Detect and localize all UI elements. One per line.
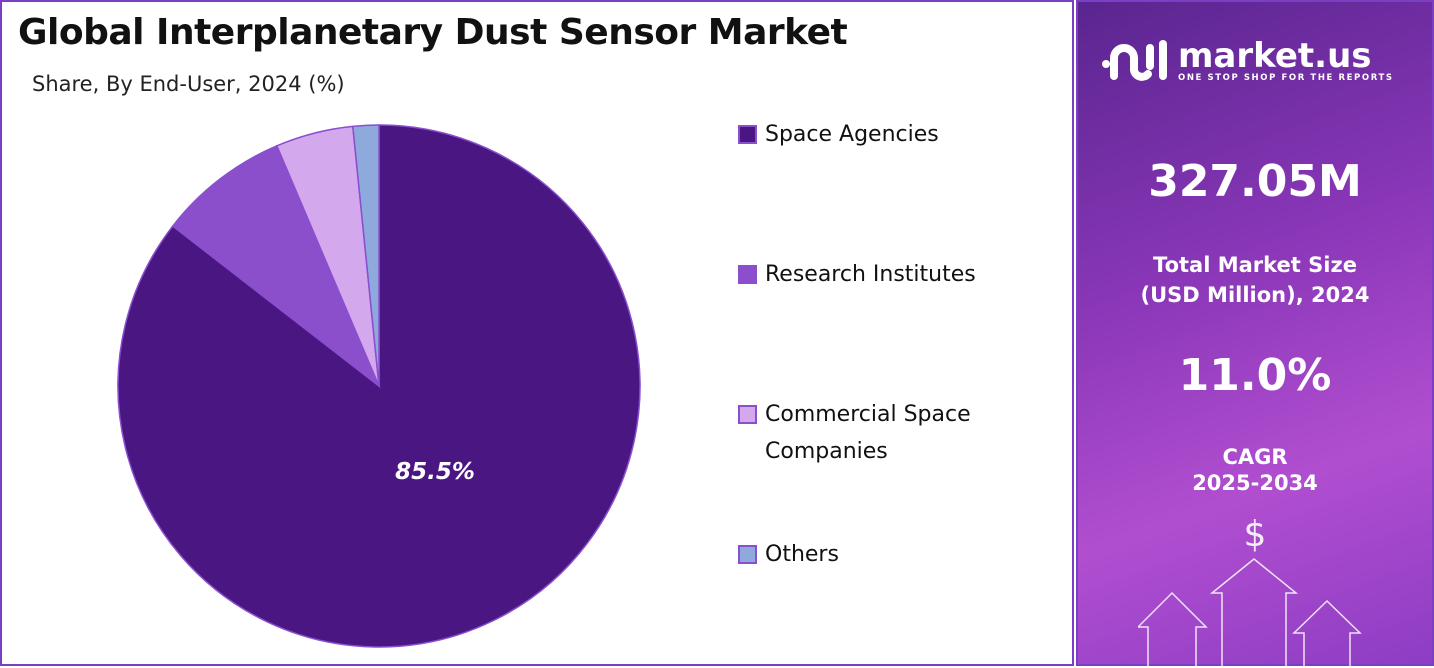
legend-item: Research Institutes	[738, 256, 976, 293]
pie-chart: 85.5%	[117, 124, 641, 648]
market-size-label-1: Total Market Size	[1153, 253, 1357, 277]
legend-swatch	[738, 125, 757, 144]
chart-subtitle: Share, By End-User, 2024 (%)	[32, 72, 345, 96]
pie-slice-others	[351, 124, 380, 387]
pie-slice-research-institutes	[171, 144, 381, 389]
legend-item: Commercial Space Companies	[738, 396, 971, 470]
cagr-value: 11.0%	[1178, 350, 1332, 401]
market-size-label-2: (USD Million), 2024	[1140, 283, 1370, 307]
summary-panel: market.us ONE STOP SHOP FOR THE REPORTS …	[1076, 0, 1434, 668]
cagr-label-2: 2025-2034	[1192, 471, 1318, 495]
pie-slice-space-agencies	[117, 124, 641, 648]
growth-arrows-icon	[1138, 558, 1362, 668]
legend-swatch	[738, 405, 757, 424]
legend-label: Others	[765, 542, 839, 567]
legend-label: Research Institutes	[765, 262, 976, 287]
logo-tagline: ONE STOP SHOP FOR THE REPORTS	[1178, 73, 1394, 83]
legend-swatch	[738, 545, 757, 564]
chart-panel: Global Interplanetary Dust Sensor Market…	[0, 0, 1074, 666]
dollar-icon: $	[1243, 514, 1267, 555]
market-size-value: 327.05M	[1148, 156, 1362, 207]
data-label: 85.5%	[395, 459, 475, 485]
chart-title: Global Interplanetary Dust Sensor Market	[18, 12, 848, 53]
legend-item: Space Agencies	[738, 116, 939, 153]
legend-swatch	[738, 265, 757, 284]
market-us-logo: market.us ONE STOP SHOP FOR THE REPORTS	[1100, 36, 1394, 86]
logo-icon	[1102, 40, 1167, 81]
cagr-label-1: CAGR	[1222, 445, 1288, 469]
legend-item: Others	[738, 536, 839, 573]
legend-label: Companies	[765, 439, 888, 464]
logo-name: market.us	[1178, 36, 1372, 76]
legend-label: Space Agencies	[765, 122, 939, 147]
legend-label: Commercial Space	[765, 402, 971, 427]
